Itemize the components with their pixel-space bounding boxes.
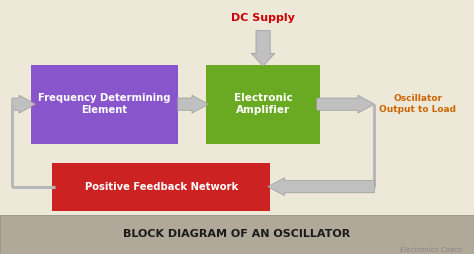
Text: Frequency Determining
Element: Frequency Determining Element — [38, 93, 171, 115]
FancyBboxPatch shape — [0, 215, 474, 254]
Text: Positive Feedback Network: Positive Feedback Network — [84, 182, 238, 192]
Text: Electronics Coach: Electronics Coach — [400, 247, 462, 253]
FancyBboxPatch shape — [52, 163, 270, 211]
FancyArrow shape — [251, 30, 275, 66]
FancyArrow shape — [178, 95, 209, 113]
FancyBboxPatch shape — [206, 65, 320, 144]
Text: Electronic
Amplifier: Electronic Amplifier — [234, 93, 292, 115]
FancyArrow shape — [317, 95, 374, 113]
FancyBboxPatch shape — [31, 65, 178, 144]
Text: DC Supply: DC Supply — [231, 13, 295, 23]
FancyArrow shape — [268, 178, 374, 196]
Text: BLOCK DIAGRAM OF AN OSCILLATOR: BLOCK DIAGRAM OF AN OSCILLATOR — [123, 229, 351, 239]
FancyArrow shape — [12, 95, 36, 113]
Text: Oscillator
Output to Load: Oscillator Output to Load — [379, 94, 456, 114]
